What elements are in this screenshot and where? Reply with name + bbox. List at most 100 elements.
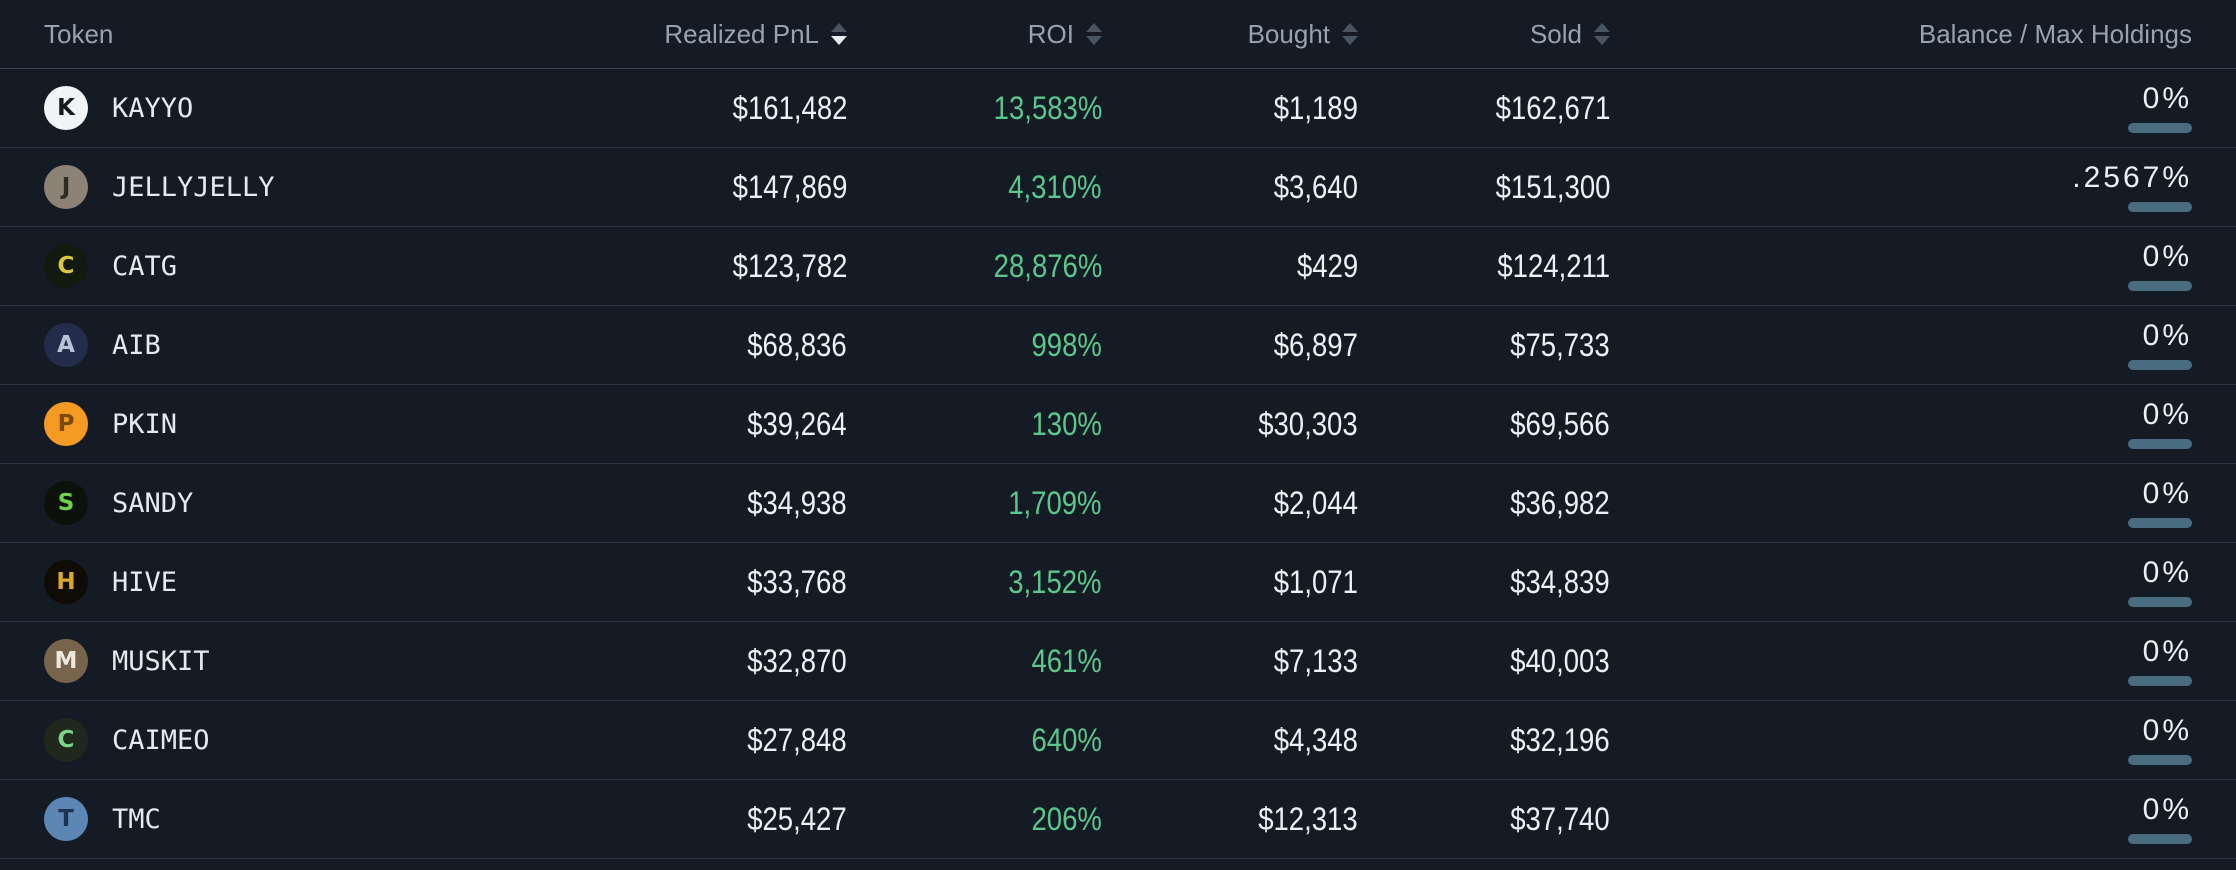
- balance-bar: [2128, 438, 2192, 449]
- sort-icon[interactable]: [1086, 23, 1102, 45]
- token-cell: T TMC: [44, 797, 557, 841]
- token-icon: S: [44, 481, 88, 525]
- roi-value-text: 4,310%: [1008, 168, 1102, 205]
- balance-value: 0%: [2142, 476, 2192, 510]
- token-name: AIB: [112, 329, 161, 361]
- sold-value: $32,196: [1358, 722, 1610, 759]
- sort-down-arrow-icon: [831, 36, 847, 45]
- balance-value: .2567%: [2072, 160, 2192, 194]
- realized-pnl-value-text: $68,836: [747, 326, 847, 363]
- balance-cell: 0%: [1610, 241, 2192, 291]
- token-cell: C CAIMEO: [44, 718, 557, 762]
- balance-bar: [2128, 754, 2192, 765]
- column-label: Balance / Max Holdings: [1918, 18, 2192, 49]
- balance-cell: 0%: [1610, 399, 2192, 449]
- sold-value: $75,733: [1358, 327, 1610, 364]
- column-header-sold[interactable]: Sold: [1358, 19, 1610, 50]
- balance-value: 0%: [2142, 634, 2192, 668]
- roi-value-text: 640%: [1031, 721, 1102, 758]
- table-header: Token Realized PnL ROI Bought Sold: [0, 0, 2236, 69]
- realized-pnl-value-text: $32,870: [747, 642, 847, 679]
- bought-value-text: $4,348: [1273, 721, 1358, 758]
- sort-up-arrow-icon: [1594, 23, 1610, 32]
- token-cell: P PKIN: [44, 402, 557, 446]
- bought-value-text: $30,303: [1258, 405, 1358, 442]
- realized-pnl-value-text: $34,938: [747, 484, 847, 521]
- token-icon: C: [44, 718, 88, 762]
- sort-icon[interactable]: [831, 23, 847, 45]
- balance-cell: 0%: [1610, 555, 2192, 607]
- balance-cell: 0%: [1610, 476, 2192, 528]
- token-name: MUSKIT: [112, 645, 210, 677]
- table-row[interactable]: A AIB $68,836 998% $6,897 $75,733 0%: [0, 306, 2236, 385]
- realized-pnl-value-text: $33,768: [747, 563, 847, 600]
- token-cell: J JELLYJELLY: [44, 165, 557, 209]
- token-icon: H: [44, 560, 88, 604]
- balance-bar: [2128, 201, 2192, 212]
- balance-cell: .2567%: [1610, 160, 2192, 212]
- bought-value: $6,897: [1102, 327, 1358, 364]
- realized-pnl-value-text: $25,427: [747, 800, 847, 837]
- table-row[interactable]: S SANDY $34,938 1,709% $2,044 $36,982 0%: [0, 464, 2236, 543]
- roi-value: 206%: [847, 801, 1102, 838]
- sort-down-arrow-icon: [1594, 36, 1610, 45]
- realized-pnl-value: $68,836: [557, 327, 847, 364]
- column-header-roi[interactable]: ROI: [847, 19, 1102, 50]
- table-row[interactable]: [0, 859, 2236, 870]
- balance-value: 0%: [2142, 555, 2192, 589]
- roi-value: 130%: [847, 406, 1102, 443]
- realized-pnl-value-text: $39,264: [747, 405, 847, 442]
- bought-value-text: $12,313: [1258, 800, 1358, 837]
- bought-value-text: $3,640: [1273, 168, 1358, 205]
- roi-value: 461%: [847, 643, 1102, 680]
- column-label: Bought: [1247, 18, 1330, 49]
- roi-value: 1,709%: [847, 485, 1102, 522]
- roi-value: 998%: [847, 327, 1102, 364]
- table-row[interactable]: J JELLYJELLY $147,869 4,310% $3,640 $151,300.…: [0, 148, 2236, 227]
- sort-down-arrow-icon: [1342, 36, 1358, 45]
- table-body: K KAYYO $161,482 13,583% $1,189 $162,671 0% J JE…: [0, 69, 2236, 870]
- token-name: KAYYO: [112, 92, 194, 124]
- sold-value-text: $40,003: [1510, 642, 1610, 679]
- table-row[interactable]: M MUSKIT $32,870 461% $7,133 $40,003 0%: [0, 622, 2236, 701]
- token-icon: T: [44, 797, 88, 841]
- roi-value-text: 130%: [1031, 405, 1102, 442]
- table-row[interactable]: P PKIN $39,264 130% $30,303 $69,566 0%: [0, 385, 2236, 464]
- balance-value: 0%: [2142, 318, 2192, 352]
- bought-value-text: $6,897: [1273, 326, 1358, 363]
- table-row[interactable]: H HIVE $33,768 3,152% $1,071 $34,839 0%: [0, 543, 2236, 622]
- table-row[interactable]: C CATG $123,782 28,876% $429 $124,211 0%: [0, 227, 2236, 306]
- realized-pnl-value: $27,848: [557, 722, 847, 759]
- balance-value: 0%: [2142, 81, 2192, 115]
- sold-value-text: $124,211: [1497, 247, 1610, 284]
- sort-down-arrow-icon: [1086, 36, 1102, 45]
- bought-value: $3,640: [1102, 169, 1358, 206]
- column-header-token: Token: [44, 19, 557, 50]
- sold-value: $37,740: [1358, 801, 1610, 838]
- balance-bar: [2128, 280, 2192, 291]
- roi-value: 28,876%: [847, 248, 1102, 285]
- realized-pnl-value-text: $123,782: [732, 247, 847, 284]
- column-header-bought[interactable]: Bought: [1102, 19, 1358, 50]
- roi-value: 640%: [847, 722, 1102, 759]
- token-icon: M: [44, 639, 88, 683]
- balance-bar: [2128, 122, 2192, 133]
- bought-value-text: $429: [1296, 247, 1358, 284]
- table-row[interactable]: T TMC $25,427 206% $12,313 $37,740 0%: [0, 780, 2236, 859]
- roi-value-text: 998%: [1031, 326, 1102, 363]
- balance-value: 0%: [2142, 713, 2192, 747]
- sold-value-text: $36,982: [1510, 484, 1610, 521]
- table-row[interactable]: K KAYYO $161,482 13,583% $1,189 $162,671 0%: [0, 69, 2236, 148]
- realized-pnl-value: $161,482: [557, 90, 847, 127]
- sold-value-text: $32,196: [1510, 721, 1610, 758]
- bought-value-text: $1,189: [1273, 89, 1358, 126]
- token-cell: S SANDY: [44, 481, 557, 525]
- sort-icon[interactable]: [1594, 23, 1610, 45]
- column-header-balance-max-holdings: Balance / Max Holdings: [1610, 19, 2192, 50]
- sort-icon[interactable]: [1342, 23, 1358, 45]
- balance-bar: [2128, 675, 2192, 686]
- column-header-realized-pnl[interactable]: Realized PnL: [557, 19, 847, 50]
- sold-value-text: $151,300: [1495, 168, 1610, 205]
- realized-pnl-value-text: $147,869: [732, 168, 847, 205]
- table-row[interactable]: C CAIMEO $27,848 640% $4,348 $32,196 0%: [0, 701, 2236, 780]
